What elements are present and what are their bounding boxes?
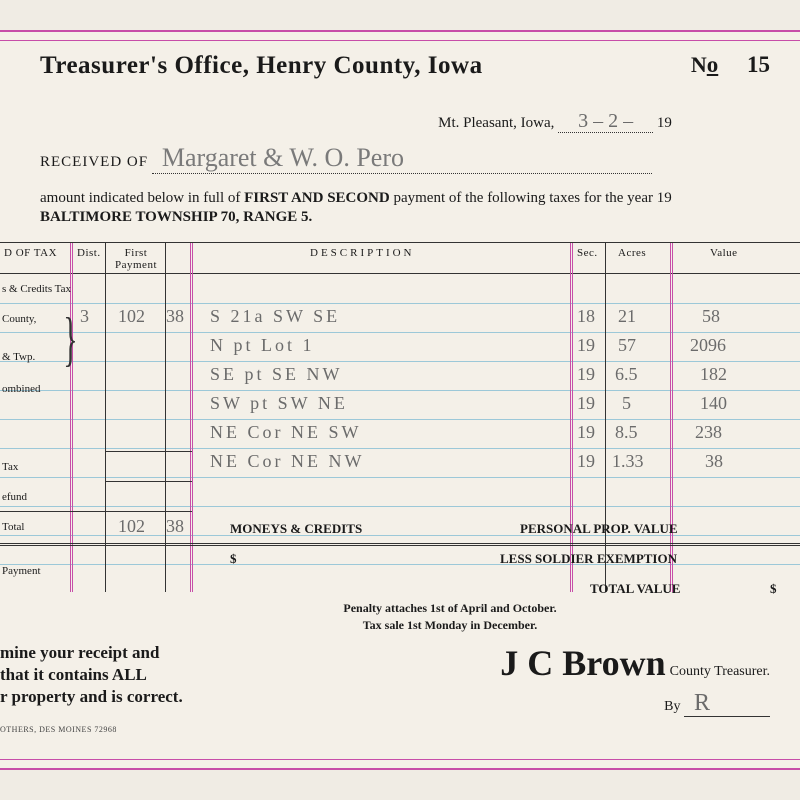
preamble-line: amount indicated below in full of FIRST … — [40, 180, 770, 209]
col-rule — [72, 243, 73, 592]
row-label-refund: efund — [2, 491, 27, 503]
bottom-rule — [0, 759, 800, 760]
sec-row: 19 — [577, 364, 595, 385]
dollar-sign: $ — [230, 551, 237, 567]
total-whole: 102 — [118, 516, 145, 537]
col-head-first: FirstPayment — [115, 247, 157, 271]
sec-row: 19 — [577, 422, 595, 443]
col-head-tax: D OF TAX — [4, 247, 57, 259]
first-payment-whole: 102 — [118, 306, 145, 327]
ledger-table: D OF TAX Dist. FirstPayment DESCRIPTION … — [0, 242, 800, 592]
personal-prop-label: PERSONAL PROP. VALUE — [520, 521, 678, 537]
row-label-county: County, — [2, 313, 36, 325]
date-handwritten: 3 – 2 – — [558, 110, 653, 133]
acres-row: 57 — [618, 335, 636, 356]
year-prefix: 19 — [657, 115, 672, 131]
short-rule — [105, 451, 192, 452]
value-row: 182 — [700, 364, 727, 385]
receipt-number-value: 15 — [747, 52, 770, 77]
desc-row: N pt Lot 1 — [210, 335, 315, 356]
payer-name: Margaret & W. O. Pero — [152, 143, 652, 174]
dist-value: 3 — [80, 306, 89, 327]
receipt-paper: Treasurer's Office, Henry County, Iowa N… — [0, 30, 800, 770]
sec-row: 19 — [577, 335, 595, 356]
value-row: 140 — [700, 393, 727, 414]
short-rule — [0, 511, 192, 512]
col-rule — [190, 243, 191, 592]
city-date-line: Mt. Pleasant, Iowa, 3 – 2 – 19 — [40, 110, 770, 133]
header: Treasurer's Office, Henry County, Iowa N… — [0, 32, 800, 242]
total-cents: 38 — [166, 516, 184, 537]
by-line: By R — [370, 690, 770, 717]
desc-row: SE pt SE NW — [210, 364, 343, 385]
desc-row: S 21a SW SE — [210, 306, 340, 327]
col-head-dist: Dist. — [77, 247, 101, 259]
col-head-sec: Sec. — [577, 247, 598, 259]
acres-row: 8.5 — [615, 422, 638, 443]
double-rule — [0, 543, 800, 544]
col-head-desc: DESCRIPTION — [310, 247, 415, 259]
col-rule — [105, 243, 106, 592]
moneys-credits-label: MONEYS & CREDITS — [230, 521, 362, 537]
desc-row: NE Cor NE SW — [210, 422, 362, 443]
acres-row: 21 — [618, 306, 636, 327]
sec-row: 19 — [577, 393, 595, 414]
row-label-twp: & Twp. — [2, 351, 35, 363]
acres-row: 1.33 — [612, 451, 644, 472]
row-label-credits: s & Credits Tax — [2, 283, 71, 295]
sec-row: 18 — [577, 306, 595, 327]
brace-icon: } — [63, 305, 77, 374]
col-rule — [605, 243, 606, 592]
no-label: N — [691, 52, 707, 77]
acres-row: 6.5 — [615, 364, 638, 385]
col-rule — [165, 243, 166, 592]
receipt-number: No 15 — [691, 52, 770, 78]
desc-row: NE Cor NE NW — [210, 451, 364, 472]
received-line: RECEIVED OF Margaret & W. O. Pero — [40, 133, 770, 180]
printer-mark: OTHERS, DES MOINES 72968 — [0, 725, 117, 734]
received-label: RECEIVED OF — [40, 154, 148, 170]
office-title: Treasurer's Office, Henry County, Iowa — [40, 52, 770, 80]
col-rule — [672, 243, 673, 592]
footer: Penalty attaches 1st of April and Octobe… — [0, 592, 800, 742]
no-ordinal: o — [707, 52, 719, 77]
soldier-exemption-label: LESS SOLDIER EXEMPTION — [500, 551, 677, 567]
city-label: Mt. Pleasant, Iowa, — [438, 115, 554, 131]
col-head-acres: Acres — [618, 247, 646, 259]
row-label-tax: Tax — [2, 461, 18, 473]
value-row: 58 — [702, 306, 720, 327]
treasurer-signature: J C Brown — [500, 643, 665, 683]
double-rule — [0, 545, 800, 546]
col-rule — [192, 243, 193, 592]
acres-row: 5 — [622, 393, 631, 414]
signature-block: J C Brown County Treasurer. By R — [370, 642, 770, 717]
treasurer-title: County Treasurer. — [670, 664, 770, 679]
col-rule — [670, 243, 671, 592]
first-payment-cents: 38 — [166, 306, 184, 327]
deputy-initial: R — [684, 690, 770, 717]
value-row: 38 — [705, 451, 723, 472]
col-rule — [70, 243, 71, 592]
row-label-payment: Payment — [2, 565, 41, 577]
row-label-combined: ombined — [2, 383, 41, 395]
col-rule — [570, 243, 571, 592]
desc-row: SW pt SW NE — [210, 393, 348, 414]
examine-notice: mine your receipt and that it contains A… — [0, 642, 260, 708]
township-line: BALTIMORE TOWNSHIP 70, RANGE 5. — [40, 209, 770, 234]
header-rule — [0, 273, 800, 274]
short-rule — [105, 481, 192, 482]
col-head-value: Value — [710, 247, 738, 259]
value-row: 238 — [695, 422, 722, 443]
sec-row: 19 — [577, 451, 595, 472]
penalty-notice: Penalty attaches 1st of April and Octobe… — [0, 600, 800, 634]
col-rule — [572, 243, 573, 592]
row-label-total: Total — [2, 521, 24, 533]
value-row: 2096 — [690, 335, 726, 356]
